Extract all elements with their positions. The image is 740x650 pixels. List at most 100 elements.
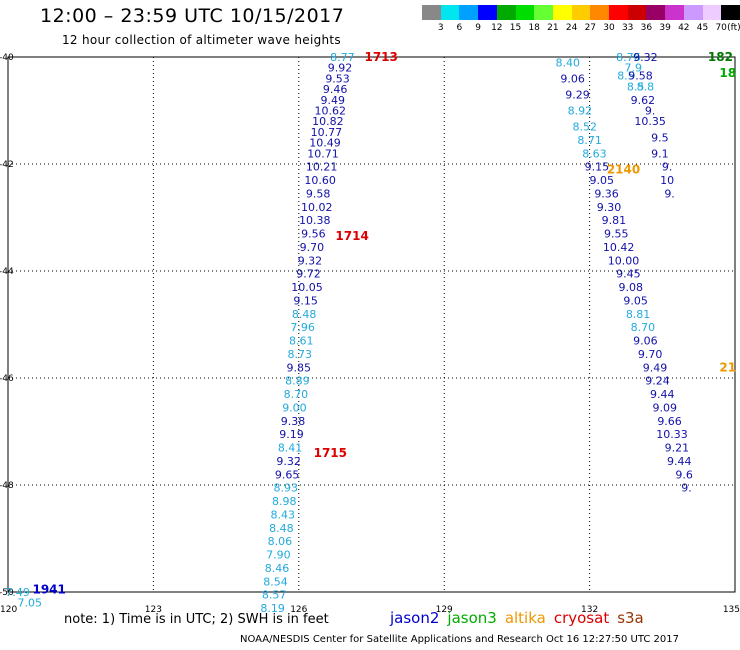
wave-height-value: 9.24 [645,375,670,388]
wave-height-value: 10.62 [315,105,347,118]
wave-height-value: 8.54 [263,575,288,588]
wave-height-value: 10.42 [603,241,635,254]
color-scale-swatch [571,5,591,20]
wave-height-value: 9.06 [633,335,658,348]
color-scale-swatch [478,5,498,20]
pass-time-label: 18 [719,66,736,80]
wave-height-value: 8.93 [273,482,298,495]
wave-height-value: 9.92 [328,62,353,75]
wave-height-value: 8.76 [616,51,641,64]
wave-height-value: 9.32 [633,51,658,64]
wave-height-value: 9.29 [565,88,590,101]
wave-height-value: 8.77 [330,51,355,64]
lat-tick-label: -40 [0,53,14,63]
latitude-labels: -40 -42 -44 -46 -48 -50 [0,53,14,598]
wave-height-value: 9.05 [623,294,648,307]
pass-time-label: 1714 [335,229,368,243]
wave-height-value: 9.19 [279,428,304,441]
pass-time-label: 182 [708,50,733,64]
wave-height-value: 9. [662,161,673,174]
wave-height-value: 8.43 [271,508,296,521]
wave-height-value: 8.19 [260,602,285,615]
wave-height-value: 8.98 [272,495,297,508]
wave-height-value: 9. [645,105,656,118]
wave-height-value: 9.32 [298,254,323,267]
wave-height-value: 8.5 [617,70,635,83]
color-scale-swatch [609,5,629,20]
lat-tick-label: -46 [0,374,14,384]
wave-height-value: 9.85 [287,361,312,374]
color-scale-label: 42 [678,23,690,33]
legend-altika: altika [504,609,546,627]
pass-time-label: 1713 [364,50,397,64]
wave-height-value: 8.5 [627,80,645,93]
legend-jason2: jason2 [390,609,440,627]
color-scale-label: 21 [547,23,559,33]
wave-height-value: 8.63 [582,147,607,160]
wave-height-value: 9.72 [296,268,321,281]
wave-height-value: 8.71 [577,134,602,147]
color-scale-swatch [496,5,516,20]
color-scale-swatch [552,5,573,20]
wave-height-value: 9.21 [665,442,690,455]
lat-tick-label: -44 [0,267,14,277]
color-scale-swatch [534,5,554,20]
wave-height-value: 9.30 [597,201,622,214]
wave-height-value: 8.92 [568,105,593,118]
lon-tick-label: 123 [145,605,162,615]
wave-height-value: 10.00 [608,254,640,267]
wave-height-value: 10.82 [312,115,344,128]
wave-height-value: 9.58 [306,187,331,200]
wave-height-value: 9.44 [667,455,692,468]
wave-height-value: 8.48 [292,308,317,321]
wave-height-value: 10.38 [299,214,331,227]
wave-height-value: 7.9 [624,62,642,75]
wave-height-value: 9.81 [602,214,627,227]
legend-cryosat: cryosat [553,609,610,627]
wave-height-value: 9.5 [651,131,669,144]
wave-height-value: 10.60 [304,174,336,187]
color-scale-label: 15 [509,23,522,33]
wave-height-value: 9.56 [301,228,326,241]
color-scale-swatch [590,5,610,20]
wave-height-value: 10.05 [291,281,323,294]
wave-height-value: 10.21 [306,161,338,174]
map-border [7,56,736,593]
note-text: note: 1) Time is in UTC; 2) SWH is in fe… [64,612,329,627]
color-scale-label: 18 [528,23,540,33]
color-scale-swatch [702,5,722,20]
color-scale-swatch [721,5,740,20]
wave-height-value: 9.70 [300,241,325,254]
lat-tick-label: -48 [0,481,14,491]
wave-height-value: 8.46 [265,562,290,575]
wave-height-value: 9.32 [276,455,301,468]
wave-height-value: 8.73 [288,348,313,361]
wave-height-value: 8.89 [285,375,310,388]
color-scale-swatch [665,5,685,20]
color-scale-label: 9 [475,23,481,33]
wave-height-value: 7.49 [5,586,30,599]
lon-tick-label: 129 [436,605,453,615]
wave-height-value: 10.33 [656,428,688,441]
wave-height-value: 8.40 [556,56,581,69]
wave-height-value: 9.09 [652,401,677,414]
wave-height-value: 9.58 [628,70,653,83]
page-subtitle: 12 hour collection of altimeter wave hei… [62,33,341,47]
wave-height-value: 9.1 [651,147,669,160]
color-scale-label: 39 [659,23,671,33]
satellite-legend: jason2 jason3 altika cryosat s3a [390,609,652,627]
wave-height-value: 7.05 [18,597,43,610]
wave-height-value: 9.06 [560,72,585,85]
wave-height-value: 8.52 [573,121,598,134]
wave-height-value: 9.6 [675,468,693,481]
wave-height-value: 8.8 [637,80,655,93]
color-scale-label: 12 [491,23,503,33]
color-scale-swatch [627,5,647,20]
wave-height-value: 9.44 [650,388,675,401]
wave-height-value: 9.49 [643,361,668,374]
color-scale-label: 33 [621,23,634,33]
wave-height-value: 9.70 [638,348,663,361]
wave-height-value: 9.15 [585,161,610,174]
wave-height-value: 9.46 [323,83,348,96]
